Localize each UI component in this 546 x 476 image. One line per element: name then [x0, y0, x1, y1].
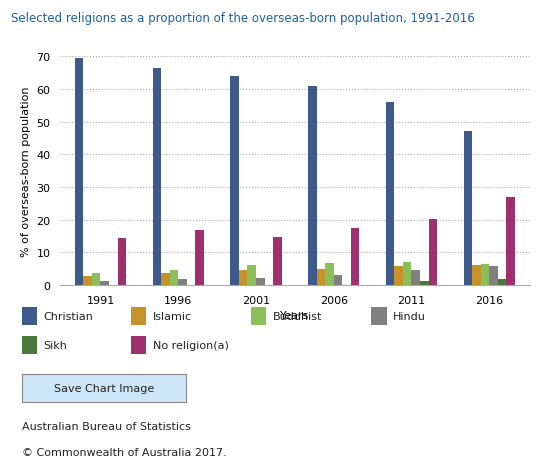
X-axis label: Years: Years — [280, 311, 310, 321]
Bar — [334, 275, 342, 286]
Bar — [325, 264, 334, 286]
Bar — [84, 277, 92, 286]
Text: Buddhist: Buddhist — [273, 312, 322, 321]
Text: Hindu: Hindu — [393, 312, 426, 321]
Bar — [195, 231, 204, 286]
Text: Selected religions as a proportion of the overseas-born population, 1991-2016: Selected religions as a proportion of th… — [11, 12, 474, 25]
Y-axis label: % of overseas-born population: % of overseas-born population — [21, 86, 31, 257]
Bar — [351, 228, 359, 286]
Text: Sikh: Sikh — [44, 340, 68, 350]
Bar — [420, 281, 429, 286]
Text: Christian: Christian — [44, 312, 93, 321]
Bar — [273, 238, 282, 286]
Bar — [230, 77, 239, 286]
Bar — [472, 265, 480, 286]
Bar — [403, 263, 412, 286]
Bar — [386, 103, 394, 286]
Bar — [256, 278, 264, 286]
Text: Australian Bureau of Statistics: Australian Bureau of Statistics — [22, 421, 191, 431]
Bar — [308, 87, 317, 286]
Bar — [117, 239, 126, 286]
Bar — [161, 273, 170, 286]
Text: No religion(a): No religion(a) — [153, 340, 229, 350]
Bar — [464, 132, 472, 286]
Bar — [178, 280, 187, 286]
Bar — [480, 264, 489, 286]
Bar — [75, 59, 84, 286]
Bar — [92, 273, 100, 286]
Bar — [152, 69, 161, 286]
Bar — [317, 269, 325, 286]
Bar — [394, 267, 403, 286]
Bar — [100, 282, 109, 286]
Text: © Commonwealth of Australia 2017.: © Commonwealth of Australia 2017. — [22, 447, 227, 457]
Bar — [506, 198, 515, 286]
Bar — [239, 271, 247, 286]
Bar — [429, 219, 437, 286]
Bar — [170, 271, 178, 286]
Text: Islamic: Islamic — [153, 312, 192, 321]
Bar — [498, 280, 506, 286]
Bar — [412, 270, 420, 286]
Bar — [247, 265, 256, 286]
Bar — [489, 267, 498, 286]
Text: Save Chart Image: Save Chart Image — [54, 384, 154, 393]
